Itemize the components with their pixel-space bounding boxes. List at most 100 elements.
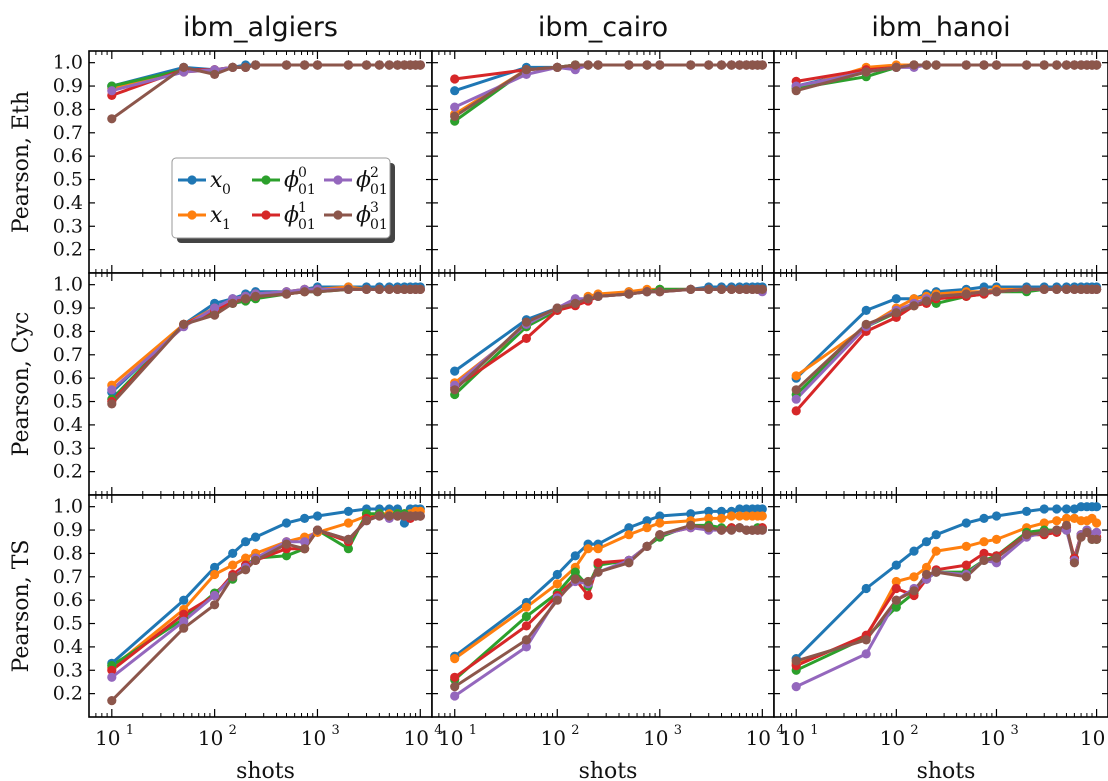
x-tick-exponent: 1 xyxy=(810,723,818,738)
legend-marker xyxy=(333,175,343,185)
data-point-phi01^1 xyxy=(593,558,603,568)
y-tick-label: 0.8 xyxy=(53,320,83,342)
data-point-phi01^3 xyxy=(1092,60,1102,70)
data-point-x1 xyxy=(642,523,652,533)
data-point-phi01^0 xyxy=(343,544,353,554)
data-point-phi01^3 xyxy=(716,525,727,535)
data-point-phi01^3 xyxy=(1069,558,1079,568)
data-point-x1 xyxy=(716,513,727,524)
data-point-phi01^3 xyxy=(343,60,353,70)
data-point-phi01^3 xyxy=(1052,284,1062,294)
legend-label: ϕ xyxy=(284,168,299,193)
data-point-x1 xyxy=(241,553,251,563)
column-titles: ibm_algiers ibm_cairo ibm_hanoi xyxy=(183,12,1011,43)
data-point-phi01^3 xyxy=(179,623,189,633)
data-point-phi01^3 xyxy=(921,296,932,306)
legend-superscript: 0 xyxy=(298,165,307,181)
data-point-phi01^3 xyxy=(241,565,251,575)
data-point-x0 xyxy=(931,530,941,540)
legend-marker xyxy=(187,210,197,220)
y-tick-label: 0.8 xyxy=(53,542,83,564)
data-point-x0 xyxy=(961,518,971,528)
data-point-phi01^2 xyxy=(210,303,220,313)
data-point-phi01^3 xyxy=(593,567,603,577)
y-tick-label: 0.6 xyxy=(53,367,83,389)
data-point-phi01^3 xyxy=(228,62,238,72)
series-group xyxy=(107,282,425,409)
x-tick-label: 10 xyxy=(1080,726,1105,750)
data-point-phi01^0 xyxy=(281,551,292,561)
data-point-phi01^3 xyxy=(735,284,745,294)
data-point-phi01^3 xyxy=(791,656,801,666)
data-point-phi01^3 xyxy=(624,60,634,70)
data-point-x1 xyxy=(593,544,603,554)
data-point-x0 xyxy=(1092,502,1102,512)
row-label-1: Pearson, Cyc xyxy=(9,312,34,457)
x-axis-label: shots xyxy=(579,759,638,781)
data-point-phi01^1 xyxy=(107,665,117,675)
data-point-phi01^2 xyxy=(791,682,801,692)
data-point-phi01^3 xyxy=(552,303,562,313)
x-tick-exponent: 4 xyxy=(434,723,442,738)
data-point-phi01^3 xyxy=(991,553,1002,563)
data-point-phi01^3 xyxy=(107,399,117,409)
data-point-x0 xyxy=(1022,506,1032,516)
data-point-phi01^3 xyxy=(415,284,425,294)
data-point-phi01^2 xyxy=(450,691,460,701)
series-group xyxy=(791,282,1102,416)
data-point-x1 xyxy=(991,534,1002,545)
x-tick-label: 10 xyxy=(746,726,771,750)
data-point-phi01^3 xyxy=(583,60,593,70)
data-point-x1 xyxy=(1092,518,1102,528)
data-point-phi01^2 xyxy=(521,642,532,652)
data-point-x1 xyxy=(655,518,665,528)
data-point-x0 xyxy=(921,537,932,547)
data-point-phi01^1 xyxy=(891,583,901,594)
data-point-phi01^3 xyxy=(384,511,394,521)
series-group xyxy=(791,502,1102,692)
data-point-phi01^3 xyxy=(251,555,261,566)
row-labels: Pearson, Eth Pearson, Cyc Pearson, TS xyxy=(9,91,34,673)
x-tick-exponent: 1 xyxy=(126,723,134,738)
y-tick-label: 0.5 xyxy=(53,613,83,635)
data-point-phi01^3 xyxy=(343,284,353,294)
data-point-phi01^1 xyxy=(961,560,971,570)
x-tick-exponent: 3 xyxy=(1010,723,1018,738)
data-point-phi01^3 xyxy=(624,289,634,299)
y-tick-label: 1.0 xyxy=(53,274,83,296)
data-point-phi01^3 xyxy=(583,294,593,304)
data-point-phi01^3 xyxy=(521,65,532,75)
x-tick-label: 10 xyxy=(438,726,463,750)
data-point-x1 xyxy=(931,546,941,556)
data-point-phi01^3 xyxy=(891,62,901,72)
data-point-phi01^3 xyxy=(374,284,384,294)
data-point-phi01^3 xyxy=(300,287,310,297)
legend-marker xyxy=(261,210,271,220)
data-point-x1 xyxy=(909,572,919,582)
data-point-phi01^3 xyxy=(552,595,562,605)
y-tick-label: 0.8 xyxy=(53,98,83,120)
x-tick-exponent: 3 xyxy=(331,723,339,738)
data-point-phi01^3 xyxy=(361,60,372,70)
data-point-phi01^3 xyxy=(1039,527,1049,538)
column-title-2: ibm_hanoi xyxy=(871,12,1010,43)
y-tick-label: 0.6 xyxy=(53,589,83,611)
data-point-phi01^3 xyxy=(570,298,580,308)
data-point-phi01^3 xyxy=(735,60,745,70)
legend-entry-4: ϕ 201 xyxy=(324,165,388,198)
x-tick-exponent: 4 xyxy=(776,723,784,738)
data-point-phi01^3 xyxy=(861,67,871,77)
data-point-x0 xyxy=(1061,504,1072,514)
data-point-x0 xyxy=(450,366,460,376)
data-point-x0 xyxy=(312,511,323,521)
data-point-phi01^2 xyxy=(179,616,189,626)
data-point-phi01^3 xyxy=(107,114,117,124)
legend-subscript: 01 xyxy=(298,182,316,198)
x-tick-label: 10 xyxy=(643,726,668,750)
data-point-phi01^3 xyxy=(1039,60,1049,70)
y-tick-label: 0.3 xyxy=(53,215,83,237)
x-tick-label: 10 xyxy=(198,726,223,750)
x-axis-label: shots xyxy=(917,759,976,781)
data-point-phi01^3 xyxy=(107,696,117,706)
